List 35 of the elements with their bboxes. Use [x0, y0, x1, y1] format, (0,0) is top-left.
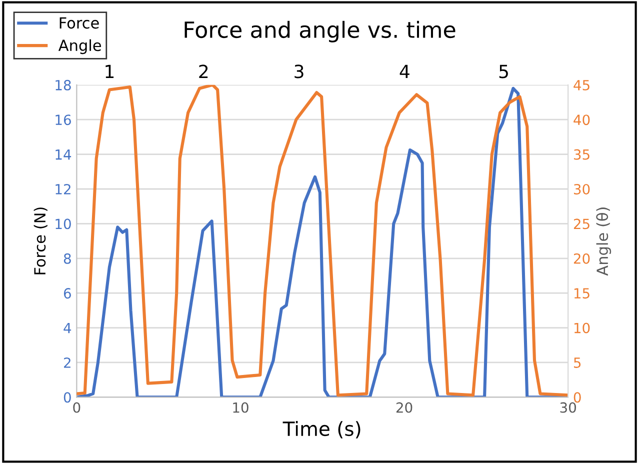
x-tick-label: 30: [560, 402, 576, 413]
legend-label: Angle: [58, 39, 101, 54]
y-tick-label: 4: [64, 322, 72, 334]
y2-tick-label: 40: [574, 114, 590, 126]
y2-axis-title: Angle (θ): [596, 208, 612, 276]
y-tick-label: 2: [64, 357, 70, 368]
y2-tick-label: 25: [574, 218, 590, 230]
y-tick-label: 12: [56, 184, 70, 194]
y2-tick-label: 0: [574, 392, 581, 403]
text: 2: [199, 64, 208, 78]
y-axis-title: Force (N): [34, 208, 48, 274]
x-axis-title: Time (s): [282, 421, 360, 438]
y2-tick-label: 5: [574, 358, 581, 368]
y2-tick-label: 20: [574, 253, 590, 264]
y-tick-label: 8: [64, 253, 71, 264]
text: 5: [499, 64, 508, 78]
legend-label: Force: [60, 17, 99, 29]
y2-tick-label: 45: [574, 80, 590, 90]
x-tick-label: 20: [396, 402, 412, 413]
y-tick-label: 6: [64, 288, 71, 299]
text: 4: [400, 64, 410, 78]
x-tick-label: 0: [73, 402, 80, 413]
x-tick-label: 10: [233, 402, 248, 413]
y-tick-label: 14: [56, 149, 72, 160]
y2-tick-label: 30: [574, 184, 590, 194]
y-tick-label: 16: [56, 114, 71, 126]
y-tick-label: 18: [56, 80, 71, 90]
y-tick-label: 10: [56, 218, 71, 230]
y2-tick-label: 10: [574, 322, 590, 334]
y2-tick-label: 35: [574, 149, 590, 160]
chart-title: Force and angle vs. time: [184, 20, 456, 42]
text: 1: [106, 64, 114, 78]
text: 3: [294, 64, 304, 78]
y-tick-label: 0: [64, 392, 71, 403]
y2-tick-label: 15: [574, 288, 590, 299]
